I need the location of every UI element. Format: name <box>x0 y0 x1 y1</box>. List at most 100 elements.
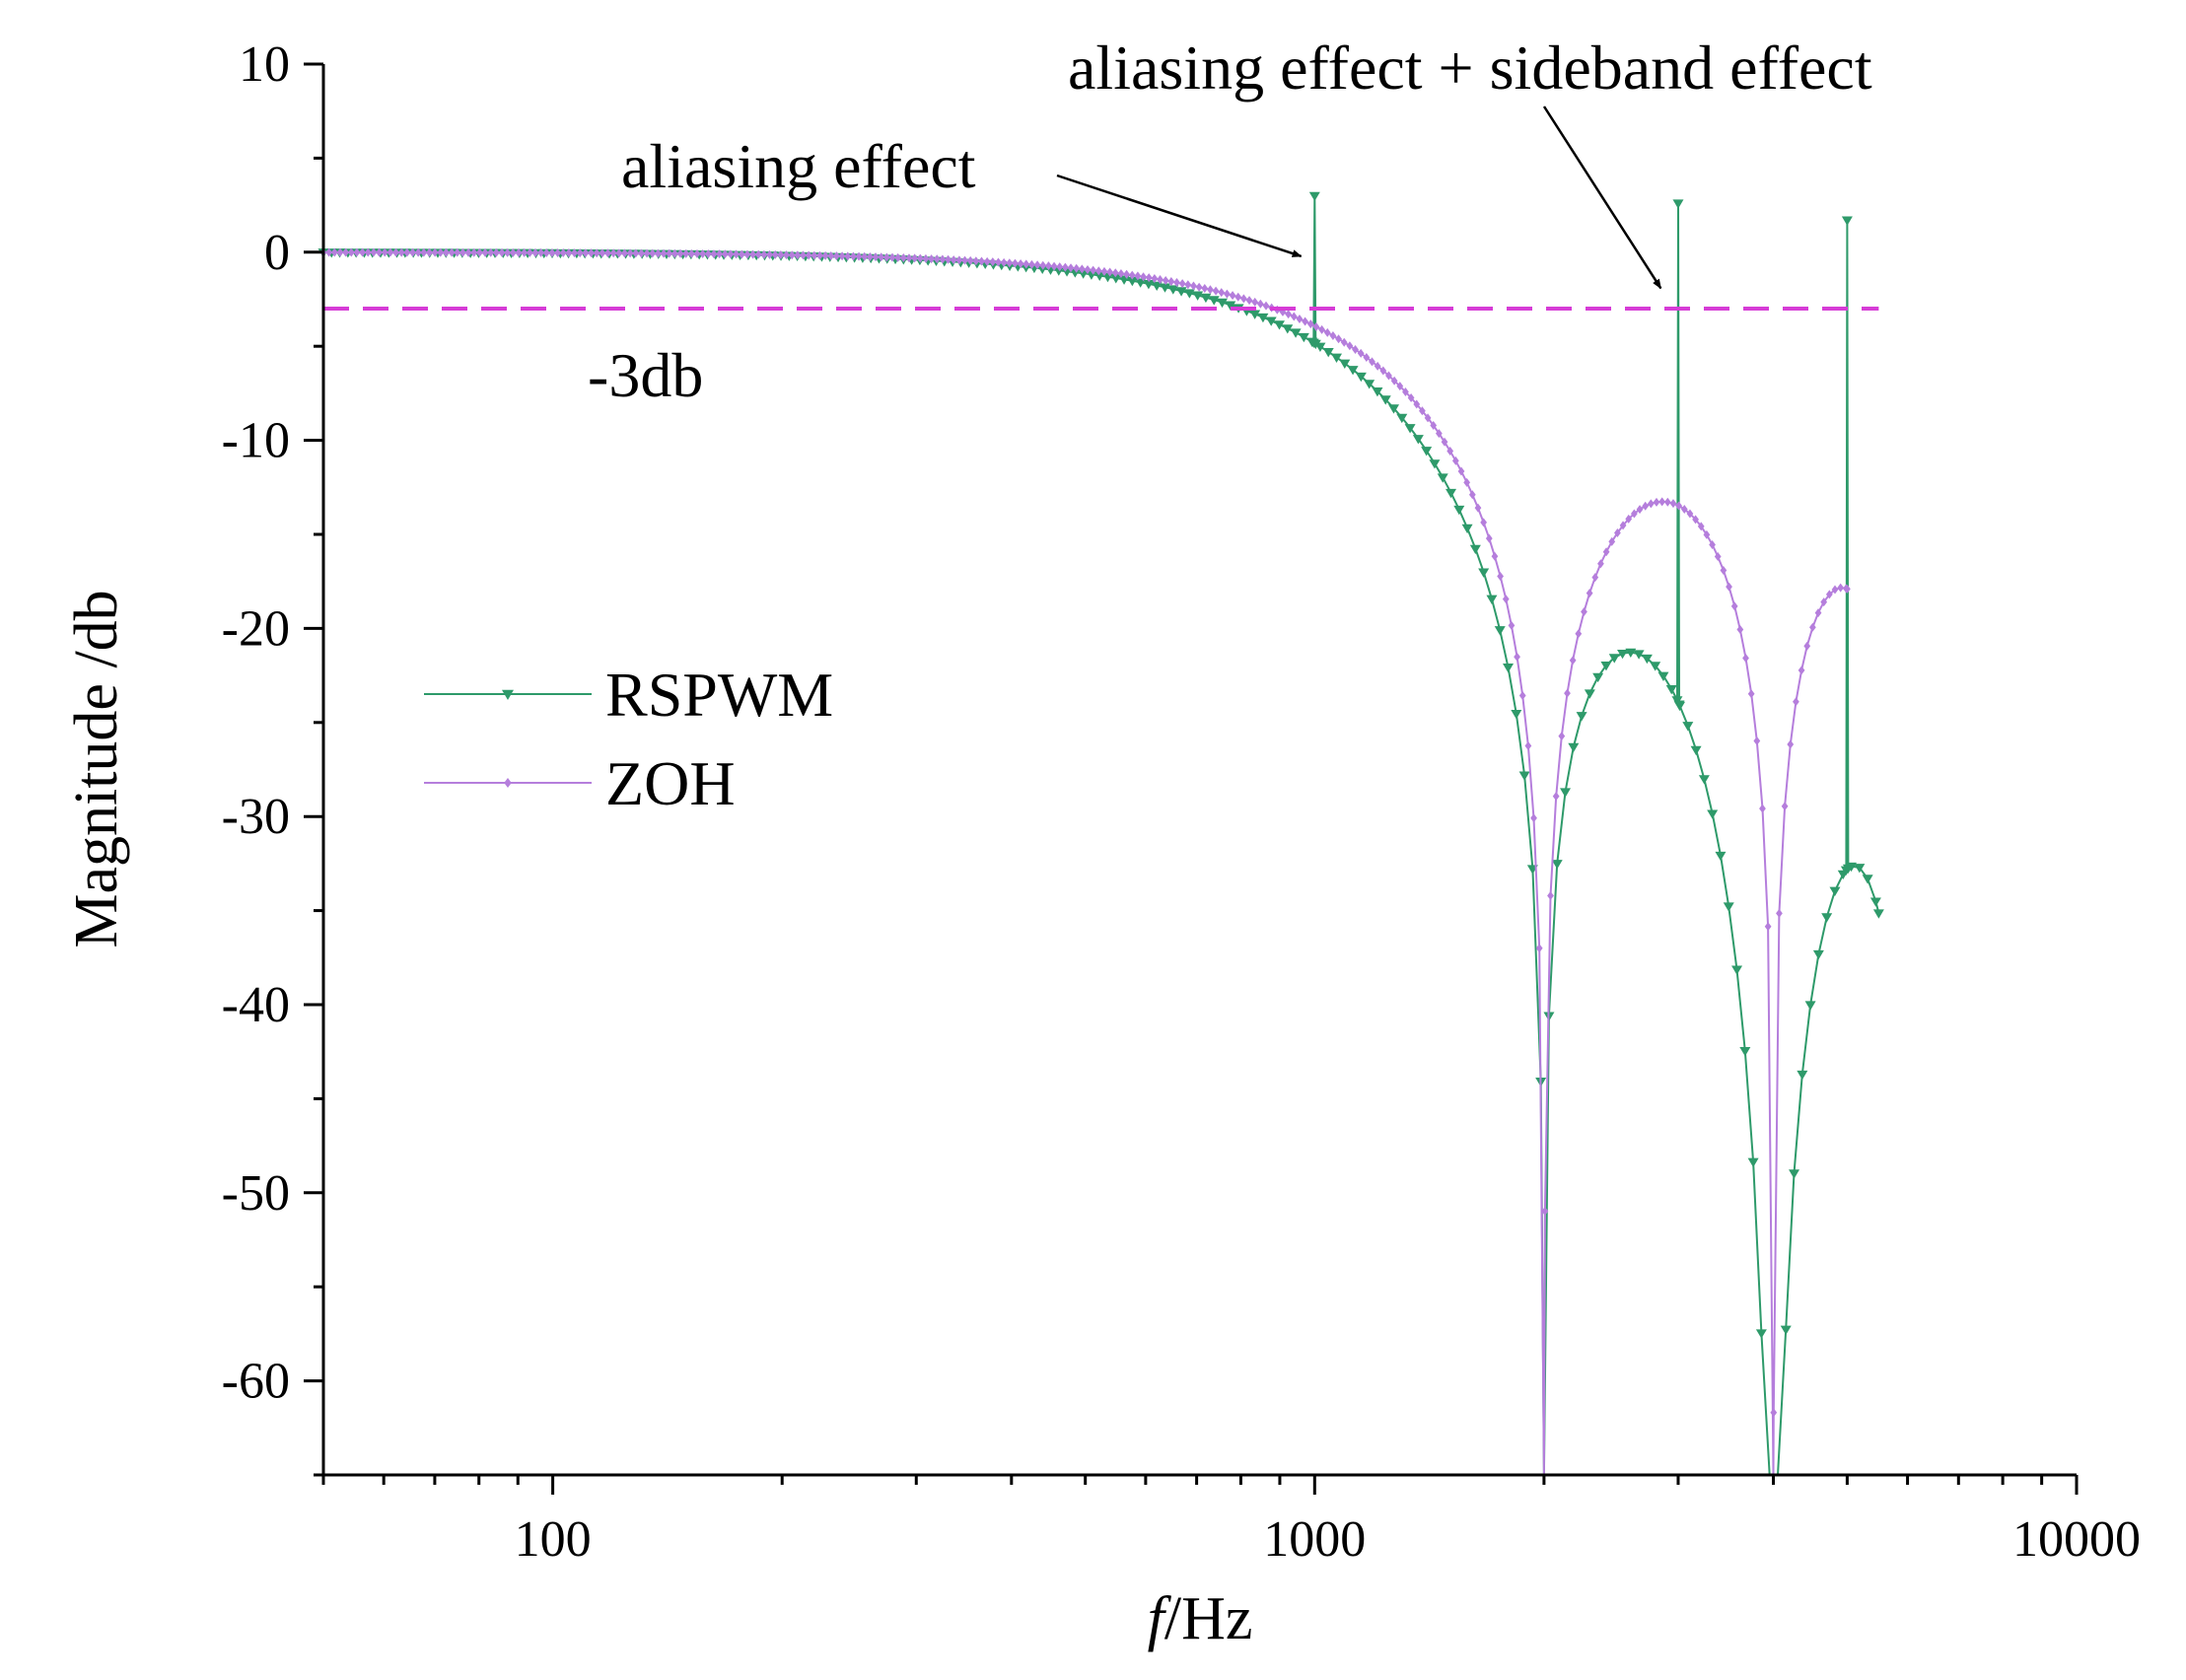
data-point-zoh <box>676 248 684 258</box>
data-point-rspwm <box>1715 851 1727 862</box>
data-point-rspwm <box>1829 886 1841 896</box>
data-point-rspwm <box>1421 447 1433 456</box>
data-point-rspwm <box>1225 301 1236 311</box>
data-point-rspwm <box>1216 298 1228 309</box>
data-point-zoh <box>788 250 796 260</box>
data-point-rspwm <box>1846 862 1858 873</box>
data-point-rspwm <box>1175 287 1187 297</box>
data-point-zoh <box>1100 266 1108 276</box>
data-point-zoh <box>1167 277 1175 287</box>
data-point-rspwm <box>1804 1001 1816 1011</box>
data-point-rspwm <box>1698 775 1710 785</box>
data-point-zoh <box>1692 515 1699 525</box>
data-point-zoh <box>1463 477 1471 487</box>
legend-label-rspwm: RSPWM <box>605 660 833 730</box>
data-point-zoh <box>1675 501 1682 511</box>
data-point-zoh <box>588 248 595 258</box>
data-point-zoh <box>1012 258 1019 268</box>
data-point-zoh <box>721 249 729 259</box>
data-point-rspwm <box>1690 745 1702 756</box>
data-point-zoh <box>1837 583 1845 593</box>
legend: RSPWM ZOH <box>424 660 833 818</box>
data-point-zoh <box>783 250 790 260</box>
data-point-zoh <box>330 247 338 257</box>
data-point-zoh <box>1050 261 1058 271</box>
data-point-zoh <box>1831 585 1839 595</box>
data-point-zoh <box>1614 528 1621 538</box>
data-point-rspwm <box>1143 280 1155 290</box>
data-point-zoh <box>1369 357 1375 367</box>
x-tick-label: 100 <box>515 1511 592 1568</box>
data-point-zoh <box>649 248 657 258</box>
data-point-zoh <box>966 255 974 265</box>
data-point-zoh <box>403 247 411 257</box>
y-tick-label: -50 <box>222 1165 290 1222</box>
data-point-zoh <box>961 255 968 265</box>
data-point-rspwm <box>1511 709 1522 720</box>
data-point-zoh <box>1514 652 1520 662</box>
data-point-zoh <box>882 252 890 262</box>
data-point-zoh <box>972 256 980 266</box>
data-point-zoh <box>1134 271 1142 281</box>
data-point-zoh <box>878 252 885 262</box>
data-point-zoh <box>459 247 466 257</box>
data-point-rspwm <box>1126 276 1138 287</box>
legend-marker-rspwm <box>502 689 514 700</box>
x-axis-title: f/Hz <box>1148 1585 1253 1652</box>
data-point-zoh <box>1290 312 1298 321</box>
data-point-zoh <box>325 247 333 257</box>
data-point-zoh <box>1296 314 1304 323</box>
data-point-zoh <box>666 248 673 258</box>
data-point-zoh <box>548 247 556 257</box>
data-point-zoh <box>448 247 456 257</box>
annotation-aliasing-sideband-effect: aliasing effect + sideband effect <box>1068 33 1872 103</box>
data-point-zoh <box>1809 622 1816 632</box>
annotation-arrow-aliasing-sideband <box>1542 105 1662 290</box>
data-point-zoh <box>1240 294 1247 304</box>
data-point-rspwm <box>1731 965 1743 975</box>
data-point-rspwm <box>1314 342 1326 352</box>
data-point-zoh <box>1140 272 1147 282</box>
data-point-zoh <box>1535 944 1543 953</box>
data-point-rspwm <box>1298 332 1309 343</box>
data-point-rspwm <box>1657 671 1669 681</box>
annotation-aliasing-effect: aliasing effect <box>621 131 976 201</box>
data-point-zoh <box>1663 497 1671 507</box>
data-point-zoh <box>464 247 472 257</box>
data-point-zoh <box>894 252 902 262</box>
data-point-zoh <box>827 250 835 260</box>
data-point-zoh <box>794 250 802 260</box>
data-point-zoh <box>504 247 512 257</box>
data-point-zoh <box>1742 653 1749 663</box>
y-tick-label: -60 <box>222 1354 290 1410</box>
data-point-rspwm <box>1486 595 1498 604</box>
data-point-zoh <box>655 248 662 258</box>
data-point-rspwm <box>1257 313 1269 323</box>
data-point-zoh <box>1714 551 1722 561</box>
data-point-rspwm <box>1453 505 1465 516</box>
data-point-zoh <box>1474 503 1482 513</box>
data-point-zoh <box>1352 345 1359 355</box>
data-point-zoh <box>727 249 735 259</box>
data-point-rspwm <box>1396 413 1408 424</box>
data-point-zoh <box>1642 501 1650 511</box>
data-point-rspwm <box>1461 524 1473 534</box>
data-point-zoh <box>498 247 506 257</box>
data-point-rspwm <box>1273 320 1285 330</box>
data-point-rspwm <box>1308 191 1320 202</box>
y-tick-label: -40 <box>222 977 290 1033</box>
data-point-zoh <box>1653 497 1660 507</box>
data-point-zoh <box>1033 260 1041 270</box>
data-point-zoh <box>916 253 924 263</box>
data-point-zoh <box>1251 297 1259 307</box>
data-point-zoh <box>899 253 907 263</box>
data-point-zoh <box>855 251 863 261</box>
data-point-zoh <box>1396 382 1404 391</box>
data-point-rspwm <box>1437 473 1448 483</box>
data-point-zoh <box>454 247 461 257</box>
data-point-zoh <box>693 248 701 258</box>
data-point-zoh <box>1686 509 1694 519</box>
data-point-zoh <box>1680 504 1688 514</box>
data-point-rspwm <box>1592 672 1604 683</box>
data-point-rspwm <box>1200 293 1212 304</box>
